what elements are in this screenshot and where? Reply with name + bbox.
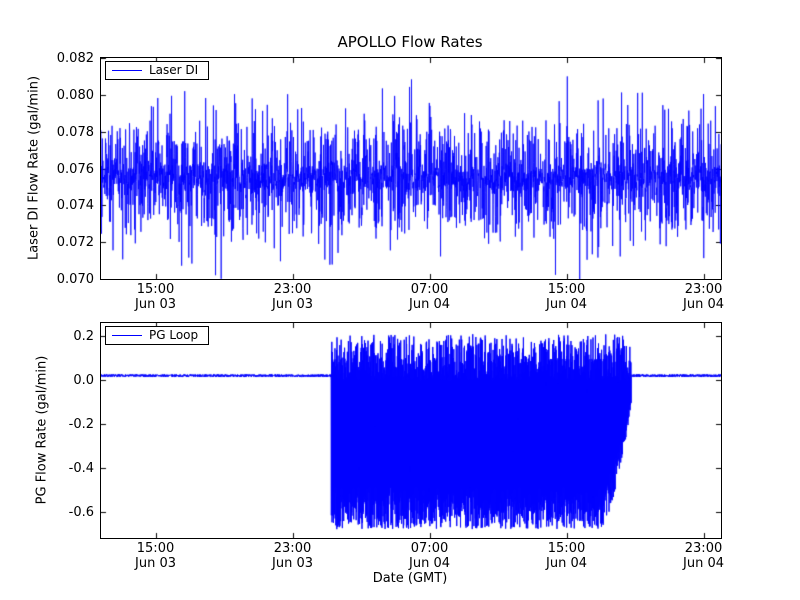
x-axis-label: Date (GMT) <box>372 571 448 586</box>
x-tick-label: 15:00 Jun 04 <box>546 541 587 571</box>
x-tick-label: 15:00 Jun 03 <box>135 282 176 312</box>
y-tick-label: 0.078 <box>56 124 94 140</box>
y-tick-label: 0.076 <box>56 161 94 177</box>
x-tick-label: 07:00 Jun 04 <box>409 541 450 571</box>
y-tick-label: 0.2 <box>73 328 94 344</box>
plot-area-bottom <box>101 323 721 538</box>
x-tick-label: 07:00 Jun 04 <box>409 282 450 312</box>
x-tick-label: 15:00 Jun 04 <box>546 282 587 312</box>
legend-line-sample-bottom <box>112 334 142 336</box>
y-tick-label: -0.4 <box>68 460 94 476</box>
x-tick-label: 23:00 Jun 04 <box>683 282 724 312</box>
x-tick-label: 23:00 Jun 03 <box>272 282 313 312</box>
y-tick-label: -0.6 <box>68 504 94 520</box>
plot-area-top <box>101 58 721 279</box>
legend-line-sample-top <box>112 69 142 71</box>
axes-bottom: PG Loop <box>100 322 722 539</box>
x-tick-label: 23:00 Jun 04 <box>683 541 724 571</box>
y-tick-label: -0.2 <box>68 416 94 432</box>
y-tick-label: 0.080 <box>56 87 94 103</box>
axes-top: Laser DI <box>100 57 722 280</box>
y-tick-label: 0.070 <box>56 271 94 287</box>
legend-top: Laser DI <box>105 61 210 80</box>
chart-title: APOLLO Flow Rates <box>337 33 483 51</box>
legend-label-bottom: PG Loop <box>149 328 199 342</box>
legend-label-top: Laser DI <box>149 63 199 77</box>
y-tick-label: 0.082 <box>56 50 94 66</box>
x-tick-label: 15:00 Jun 03 <box>135 541 176 571</box>
y-tick-label: 0.074 <box>56 197 94 213</box>
legend-bottom: PG Loop <box>105 326 210 345</box>
x-tick-label: 23:00 Jun 03 <box>272 541 313 571</box>
y-tick-label: 0.0 <box>73 372 94 388</box>
y-tick-label: 0.072 <box>56 234 94 250</box>
